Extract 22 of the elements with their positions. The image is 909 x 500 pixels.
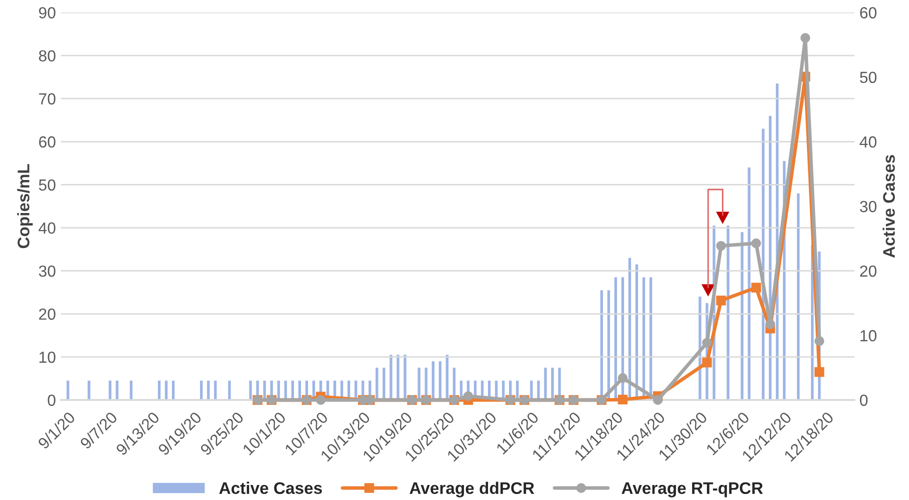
legend-label: Active Cases [219, 482, 322, 494]
y-tick-label: 70 [39, 93, 56, 105]
y2-axis-title: Active Cases [882, 155, 895, 258]
y-tick-label: 20 [39, 308, 56, 320]
y-tick-label: 60 [39, 136, 56, 148]
legend-label: Average RT-qPCR [622, 482, 763, 498]
y-tick-label: 10 [39, 352, 56, 363]
y2-tick-label: 30 [860, 200, 876, 212]
y-tick-label: 30 [38, 265, 56, 277]
y2-tick-label: 40 [860, 136, 876, 148]
y2-tick-label: 50 [860, 72, 876, 84]
y2-tick-label: 60 [860, 7, 876, 18]
y-tick-label: 40 [38, 222, 56, 234]
y-axis-title: Copies/mL [17, 164, 33, 248]
y-tick-label: 50 [38, 179, 56, 191]
legend-label: Average ddPCR [410, 482, 534, 498]
y-tick-label: 80 [38, 50, 56, 62]
y-tick-label: 0 [48, 394, 56, 406]
y2-tick-label: 10 [860, 330, 876, 342]
y2-tick-label: 0 [860, 394, 868, 406]
y2-tick-label: 20 [860, 265, 876, 277]
y-tick-label: 90 [39, 7, 56, 18]
